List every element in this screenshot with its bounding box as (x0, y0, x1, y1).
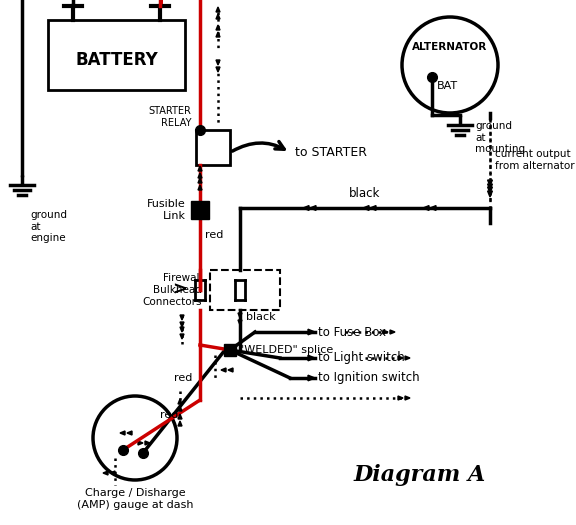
Polygon shape (178, 406, 182, 411)
Polygon shape (216, 60, 220, 65)
Text: red: red (205, 230, 223, 240)
Bar (48, 20, 185, 90)
Polygon shape (178, 414, 182, 419)
Polygon shape (390, 330, 395, 334)
Polygon shape (383, 330, 388, 334)
Polygon shape (370, 206, 376, 211)
Polygon shape (488, 187, 492, 193)
Text: to Ignition switch: to Ignition switch (318, 372, 420, 384)
Polygon shape (145, 441, 150, 445)
Text: to Light switch: to Light switch (318, 352, 405, 364)
Polygon shape (198, 173, 202, 178)
Text: black: black (349, 187, 381, 200)
Polygon shape (308, 329, 315, 335)
Text: >: > (172, 281, 188, 299)
Text: Charge / Disharge
(AMP) gauge at dash: Charge / Disharge (AMP) gauge at dash (77, 488, 194, 510)
Polygon shape (363, 206, 369, 211)
Polygon shape (138, 441, 143, 445)
Text: red: red (160, 410, 178, 420)
Text: to Fuse Box: to Fuse Box (318, 326, 386, 339)
Text: to STARTER: to STARTER (295, 146, 367, 159)
Polygon shape (308, 375, 315, 381)
Polygon shape (228, 368, 233, 372)
Text: STARTER
RELAY: STARTER RELAY (148, 107, 191, 128)
Polygon shape (488, 191, 492, 197)
Text: Fusible
Link: Fusible Link (147, 199, 186, 221)
Text: −: − (65, 0, 82, 8)
Polygon shape (216, 32, 220, 37)
Polygon shape (308, 355, 315, 361)
Polygon shape (398, 356, 403, 360)
Text: black: black (246, 312, 276, 322)
Text: BAT: BAT (437, 81, 458, 91)
Polygon shape (216, 25, 220, 30)
Polygon shape (398, 396, 403, 400)
Polygon shape (180, 334, 184, 339)
Polygon shape (180, 315, 184, 320)
Polygon shape (405, 356, 410, 360)
Polygon shape (178, 399, 182, 404)
Polygon shape (405, 396, 410, 400)
Polygon shape (216, 14, 220, 19)
Polygon shape (488, 180, 492, 186)
Polygon shape (238, 320, 242, 325)
Bar (210, 270, 280, 310)
Polygon shape (303, 206, 309, 211)
Circle shape (402, 17, 498, 113)
Circle shape (93, 396, 177, 480)
Polygon shape (430, 206, 436, 211)
Polygon shape (423, 206, 429, 211)
Polygon shape (178, 421, 182, 426)
Polygon shape (198, 178, 202, 183)
FancyArrowPatch shape (232, 142, 284, 151)
Text: "WELDED" splice: "WELDED" splice (239, 345, 334, 355)
Bar (191, 201, 209, 219)
Polygon shape (180, 322, 184, 327)
Polygon shape (110, 471, 115, 475)
Polygon shape (198, 166, 202, 171)
Polygon shape (198, 185, 202, 190)
Polygon shape (238, 313, 242, 318)
Polygon shape (216, 67, 220, 72)
Text: Diagram A: Diagram A (354, 464, 486, 486)
Polygon shape (221, 368, 226, 372)
Polygon shape (216, 7, 220, 12)
Text: Firewall
Bulkhead
Connectors: Firewall Bulkhead Connectors (142, 274, 202, 307)
Text: ground
at
engine: ground at engine (30, 210, 67, 243)
Polygon shape (488, 184, 492, 190)
Polygon shape (103, 471, 108, 475)
Polygon shape (310, 206, 316, 211)
Polygon shape (120, 431, 125, 435)
Polygon shape (127, 431, 132, 435)
Polygon shape (180, 327, 184, 332)
Text: BATTERY: BATTERY (75, 51, 158, 69)
Text: current output
from alternator: current output from alternator (495, 149, 575, 171)
Bar (224, 344, 236, 356)
Text: +: + (153, 0, 171, 8)
Text: red: red (173, 373, 192, 383)
Text: ground
at
mounting: ground at mounting (475, 121, 525, 154)
Bar (196, 130, 230, 165)
Text: ALTERNATOR: ALTERNATOR (412, 42, 488, 52)
